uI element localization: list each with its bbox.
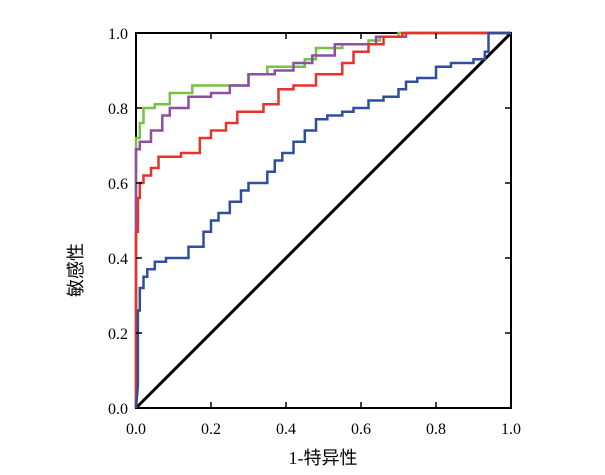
y-tick-label: 0.0 <box>108 401 128 418</box>
reference-diagonal-line <box>134 31 513 410</box>
y-axis-label: 敏感性 <box>66 243 86 297</box>
x-tick-label: 0.0 <box>126 421 146 438</box>
y-tick-label: 1.0 <box>108 26 128 43</box>
roc-curve-series-2 <box>134 31 511 408</box>
y-tick-label: 0.6 <box>108 176 128 193</box>
y-tick-label: 0.8 <box>108 101 128 118</box>
x-tick-label: 0.8 <box>426 421 446 438</box>
x-tick-label: 0.6 <box>351 421 371 438</box>
plot-area <box>134 31 513 410</box>
y-tick-label: 0.4 <box>108 251 128 268</box>
x-axis-label: 1-特异性 <box>289 448 358 468</box>
roc-curve-series-4 <box>134 31 511 409</box>
x-tick-label: 0.2 <box>201 421 221 438</box>
x-tick-label: 1.0 <box>501 421 521 438</box>
y-tick-label: 0.2 <box>108 326 128 343</box>
axis-ticks: 0.0 0.2 0.4 0.6 0.8 1.0 0.0 0.2 0.4 0.6 0.8 1.0 <box>108 26 521 438</box>
roc-curve-series-3 <box>134 31 511 408</box>
x-tick-label: 0.4 <box>276 421 296 438</box>
